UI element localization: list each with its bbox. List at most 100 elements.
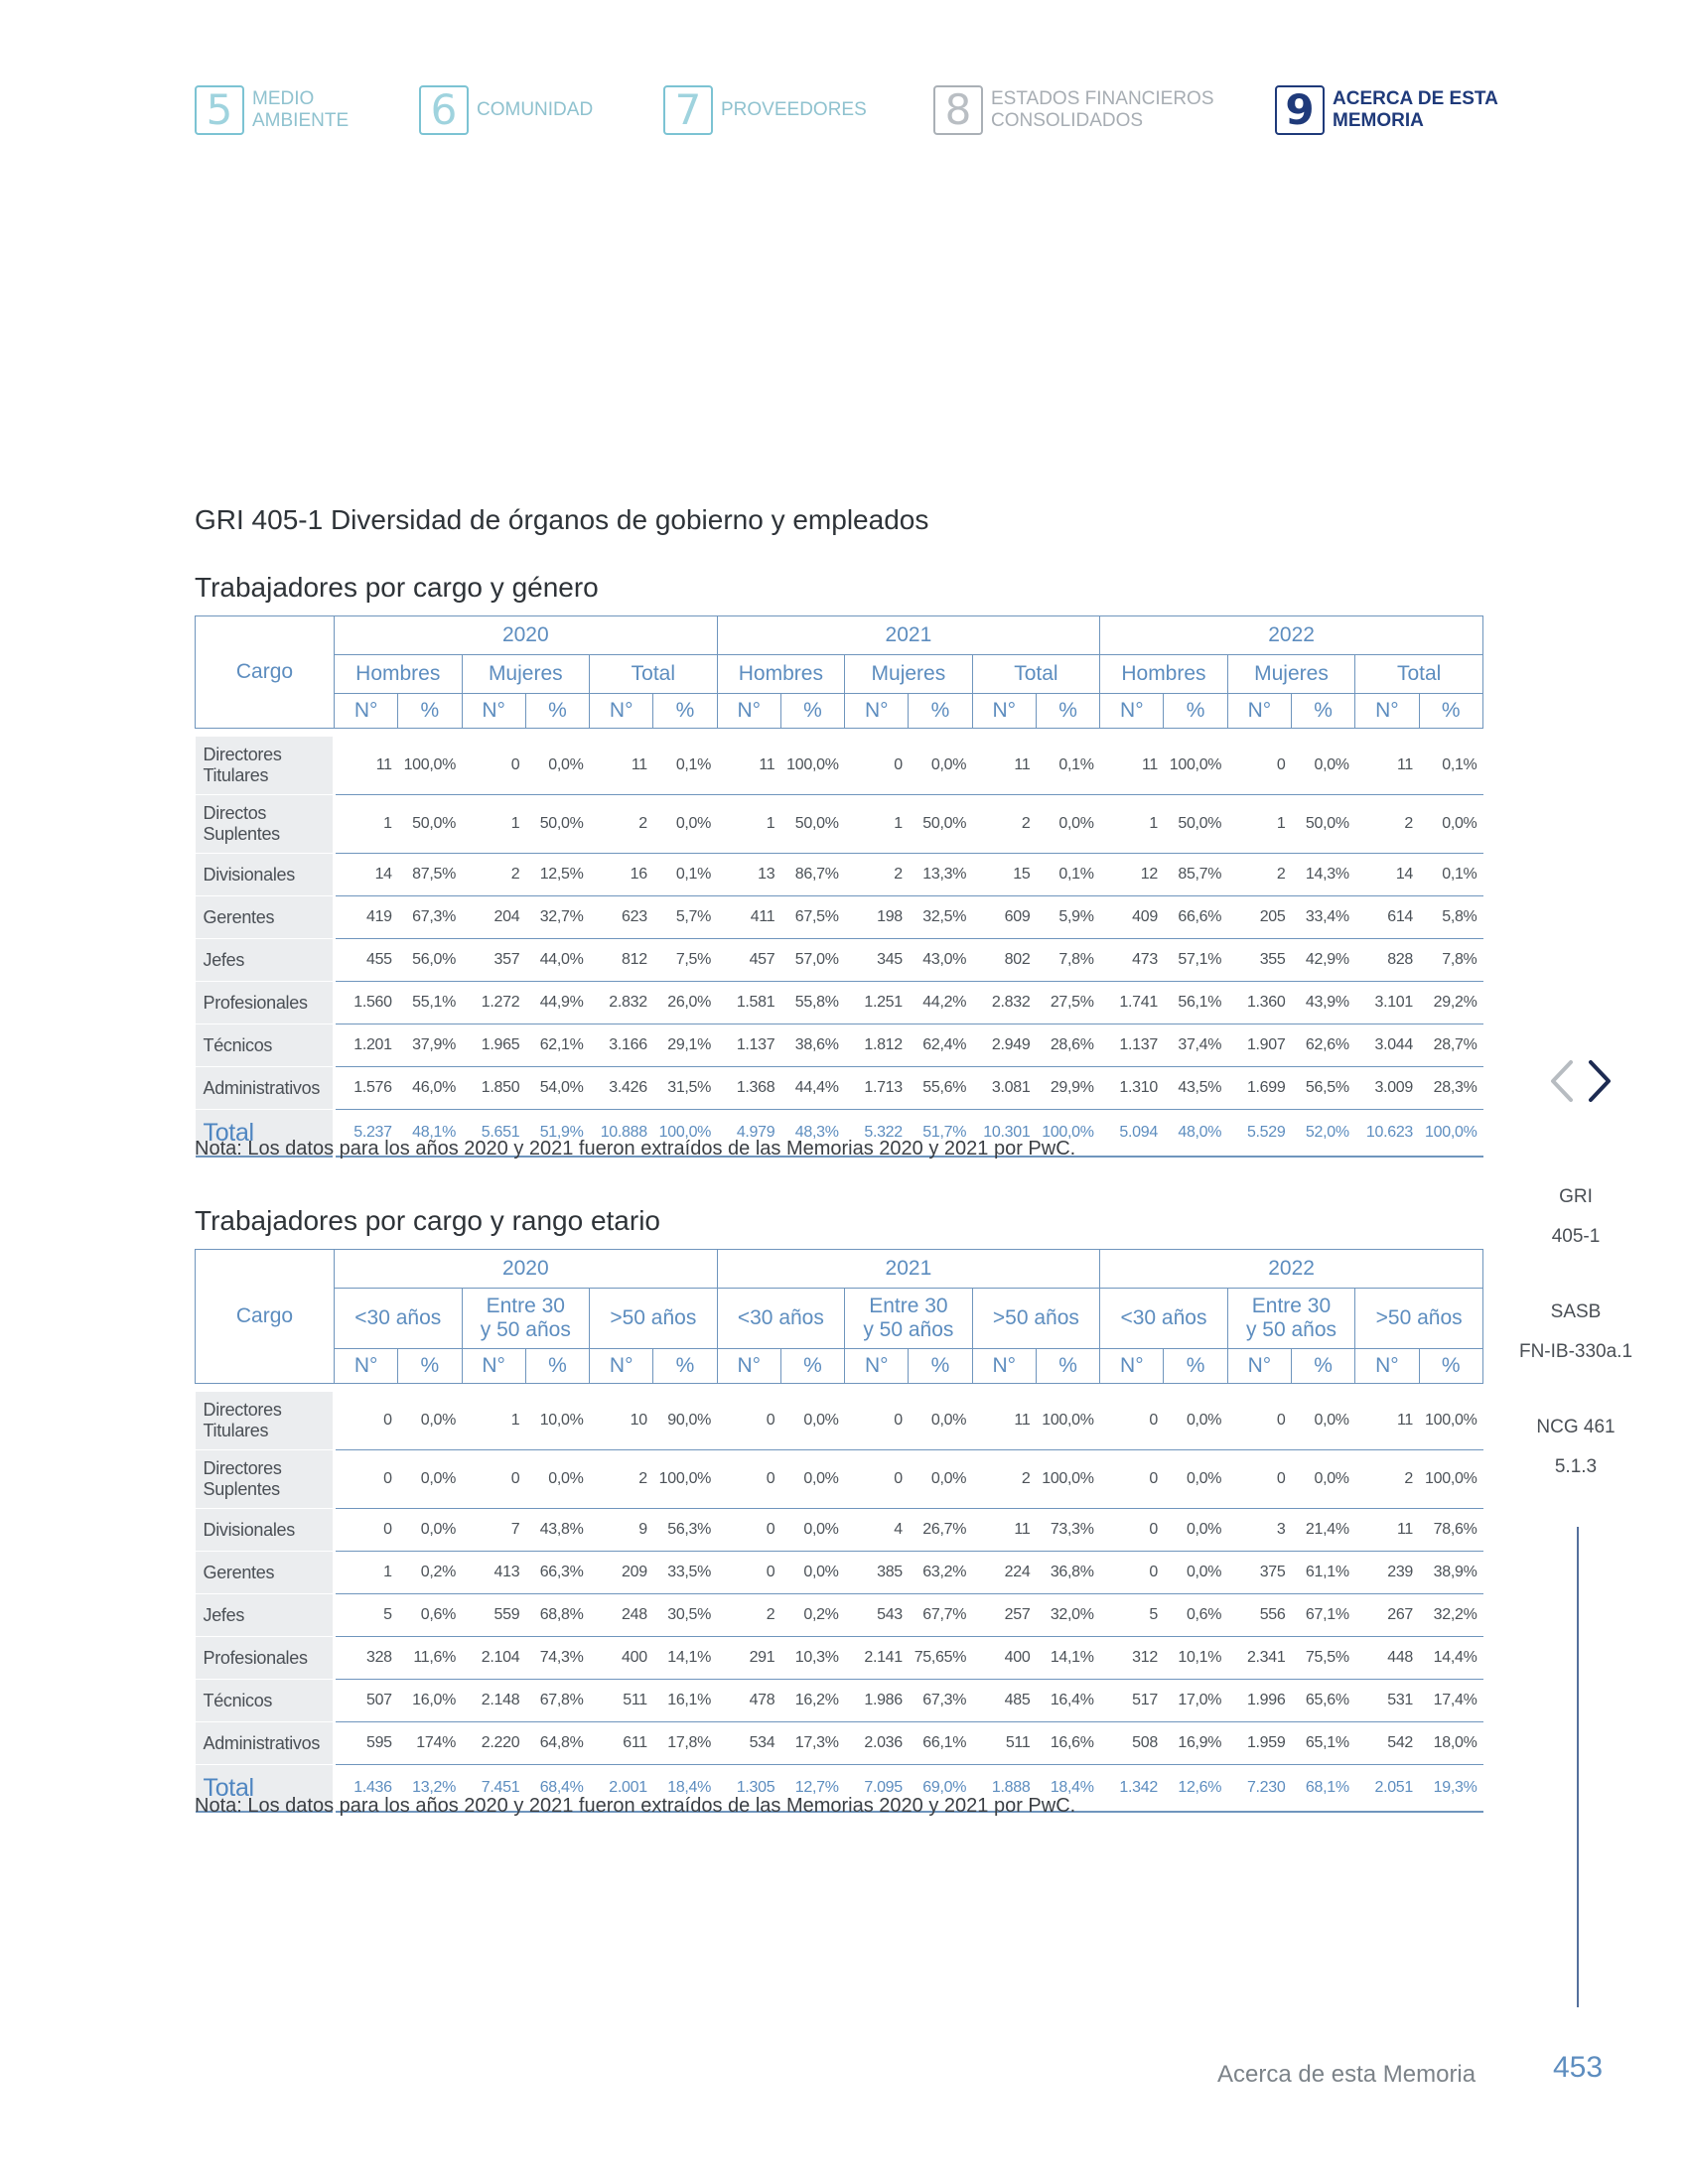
table-cell: 312 bbox=[1099, 1636, 1164, 1680]
side-tag-ncg: NCG 461 bbox=[1536, 1417, 1616, 1437]
table-cell: 0 bbox=[717, 1392, 781, 1450]
nav-item-medio-ambiente[interactable]: 5 MEDIO AMBIENTE bbox=[195, 85, 371, 135]
header-sub: N° bbox=[1354, 693, 1420, 729]
header-sub: N° bbox=[971, 1348, 1037, 1384]
table-row: Administrativos 1.576 46,0% 1.850 54,0% 3.426… bbox=[195, 1066, 1483, 1110]
nav-label: ESTADOS FINANCIEROS CONSOLIDADOS bbox=[991, 88, 1214, 131]
table-cell: 11,6% bbox=[397, 1636, 463, 1680]
table-row: Técnicos 507 16,0% 2.148 67,8% 511 16,1% 478 16,… bbox=[195, 1679, 1483, 1722]
table-cell: 457 bbox=[717, 938, 781, 982]
header-group: Entre 30 y 50 años bbox=[844, 1288, 973, 1349]
table-cell: 614 bbox=[1354, 895, 1420, 939]
table-cell: 68,8% bbox=[525, 1593, 590, 1637]
header-sub: N° bbox=[844, 1348, 910, 1384]
header-group: >50 años bbox=[1354, 1288, 1483, 1349]
table-cell: 2.036 bbox=[844, 1721, 909, 1765]
table-cell: 3.101 bbox=[1354, 981, 1420, 1024]
header-sub: N° bbox=[333, 693, 399, 729]
nav-item-comunidad[interactable]: 6 COMUNIDAD bbox=[419, 85, 616, 135]
table-cell: 0,1% bbox=[652, 853, 718, 896]
table-cell: 1.965 bbox=[462, 1024, 526, 1067]
table-cell: 0,0% bbox=[908, 737, 973, 795]
header-sub: % bbox=[524, 693, 591, 729]
table-cell: 100,0% bbox=[1036, 1449, 1100, 1509]
table-cell: 0,0% bbox=[780, 1551, 845, 1594]
nav-item-proveedores[interactable]: 7 PROVEEDORES bbox=[663, 85, 880, 135]
table-cell: 1.996 bbox=[1227, 1679, 1292, 1722]
table-cell: 43,0% bbox=[908, 938, 973, 982]
table-cell: 14 bbox=[334, 853, 398, 896]
header-sub: % bbox=[908, 693, 973, 729]
table-cell: 32,7% bbox=[525, 895, 590, 939]
table-cell: 2 bbox=[589, 1449, 653, 1509]
table-cell: 1 bbox=[844, 794, 909, 854]
table-cell: 0 bbox=[1227, 1449, 1292, 1509]
table-cell: 2 bbox=[844, 853, 909, 896]
table-cell: 7,5% bbox=[652, 938, 718, 982]
nav-number: 5 bbox=[195, 85, 244, 135]
table-cell: 17,8% bbox=[652, 1721, 718, 1765]
table-cell: 0 bbox=[1227, 737, 1292, 795]
table-cell: 0 bbox=[1099, 1449, 1164, 1509]
chevron-left-icon[interactable] bbox=[1545, 1056, 1579, 1106]
header-sub: N° bbox=[461, 1348, 526, 1384]
table-cell: 32,0% bbox=[1036, 1593, 1100, 1637]
table-cell: 543 bbox=[844, 1593, 909, 1637]
table-cell: 62,1% bbox=[525, 1024, 590, 1067]
table-row: Directores Titulares 0 0,0% 1 10,0% 10 90,0% 0 0… bbox=[195, 1392, 1483, 1450]
row-label: Profesionales bbox=[195, 1636, 336, 1680]
table-cell: 18,0% bbox=[1419, 1721, 1483, 1765]
side-tag-ncg-code: 5.1.3 bbox=[1554, 1456, 1598, 1477]
table-cell: 0 bbox=[1099, 1508, 1164, 1552]
table-cell: 517 bbox=[1099, 1679, 1164, 1722]
table-cell: 2 bbox=[972, 794, 1037, 854]
row-label: Directos Suplentes bbox=[195, 794, 336, 854]
table-row: Técnicos 1.201 37,9% 1.965 62,1% 3.166 29,1% 1.… bbox=[195, 1024, 1483, 1067]
table-cell: 1.137 bbox=[717, 1024, 781, 1067]
total-cell: 100,0% bbox=[1419, 1109, 1483, 1158]
table-cell: 209 bbox=[589, 1551, 653, 1594]
row-label: Técnicos bbox=[195, 1679, 336, 1722]
table-cell: 67,3% bbox=[908, 1679, 973, 1722]
table-row: Profesionales 1.560 55,1% 1.272 44,9% 2.832 26… bbox=[195, 981, 1483, 1024]
nav-label: COMUNIDAD bbox=[477, 99, 594, 120]
table-cargo-genero: Cargo 2020 2021 2022 Hombres Mujeres Total Homb… bbox=[195, 615, 1484, 1158]
table1-note: Nota: Los datos para los años 2020 y 202… bbox=[195, 1138, 1076, 1160]
table-cell: 100,0% bbox=[397, 737, 463, 795]
nav-item-acerca-de-esta-memoria[interactable]: 9 ACERCA DE ESTA MEMORIA bbox=[1275, 85, 1501, 135]
nav-item-estados-financieros[interactable]: 8 ESTADOS FINANCIEROS CONSOLIDADOS bbox=[933, 85, 1229, 135]
table-cell: 100,0% bbox=[780, 737, 845, 795]
side-tag-gri-code: 405-1 bbox=[1551, 1226, 1601, 1247]
table2-note: Nota: Los datos para los años 2020 y 202… bbox=[195, 1795, 1076, 1817]
table1-title: Trabajadores por cargo y género bbox=[195, 572, 599, 603]
table-cell: 0 bbox=[844, 1392, 909, 1450]
table-cell: 55,6% bbox=[908, 1066, 973, 1110]
table-cell: 86,7% bbox=[780, 853, 845, 896]
section-heading: GRI 405-1 Diversidad de órganos de gobie… bbox=[195, 504, 929, 535]
header-sub: % bbox=[1035, 1348, 1101, 1384]
table-cell: 531 bbox=[1354, 1679, 1420, 1722]
spacer-cell bbox=[196, 729, 1483, 738]
header-sub: N° bbox=[589, 1348, 654, 1384]
table-cell: 11 bbox=[334, 737, 398, 795]
table-row: Gerentes 419 67,3% 204 32,7% 623 5,7% 411 67,5% 1… bbox=[195, 895, 1483, 939]
table-cell: 42,9% bbox=[1291, 938, 1355, 982]
table-cell: 511 bbox=[972, 1721, 1037, 1765]
table-cell: 2.832 bbox=[589, 981, 653, 1024]
total-cell: 5.651 bbox=[462, 1109, 526, 1158]
table-row: Divisionales 0 0,0% 7 43,8% 9 56,3% 0 0,0% 4 26,7%… bbox=[195, 1508, 1483, 1552]
header-group: Mujeres bbox=[844, 654, 973, 694]
table-cell: 55,8% bbox=[780, 981, 845, 1024]
header-group: Total bbox=[1354, 654, 1483, 694]
table-cell: 0,1% bbox=[652, 737, 718, 795]
table-cell: 65,1% bbox=[1291, 1721, 1355, 1765]
table2-title: Trabajadores por cargo y rango etario bbox=[195, 1205, 660, 1236]
table-cell: 62,4% bbox=[908, 1024, 973, 1067]
table-cell: 33,4% bbox=[1291, 895, 1355, 939]
table-cell: 0 bbox=[334, 1449, 398, 1509]
header-group: Entre 30 y 50 años bbox=[461, 1288, 591, 1349]
page-number: 453 bbox=[1553, 2051, 1604, 2084]
table-cell: 5 bbox=[1099, 1593, 1164, 1637]
chevron-right-icon[interactable] bbox=[1583, 1056, 1617, 1106]
table-cell: 0,1% bbox=[1036, 853, 1100, 896]
